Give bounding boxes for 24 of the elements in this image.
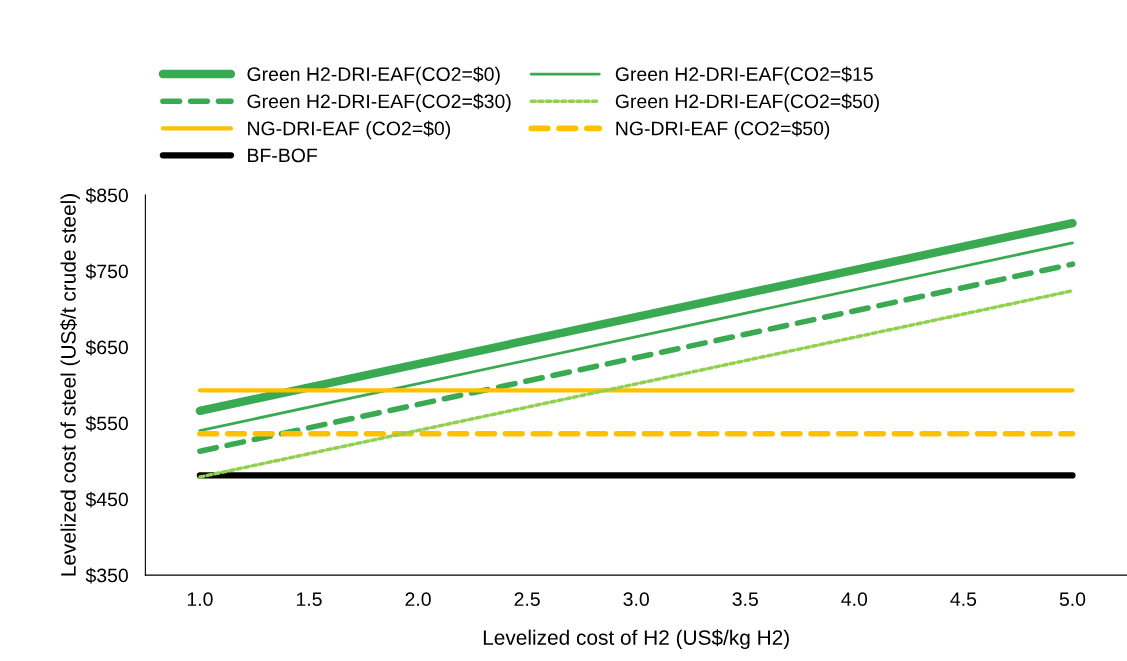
- legend-label: Green H2-DRI-EAF(CO2=$0): [247, 66, 500, 85]
- x-tick-label: 2.0: [405, 592, 431, 607]
- x-tick-label: 1.0: [187, 592, 213, 607]
- y-tick-label: $850: [85, 187, 128, 204]
- x-tick-label: 2.5: [514, 592, 540, 607]
- legend-label: Green H2-DRI-EAF(CO2=$30): [247, 93, 511, 113]
- legend-label: NG-DRI-EAF (CO2=$50): [616, 120, 830, 140]
- y-tick-label: $750: [85, 263, 128, 280]
- y-tick-label: $350: [85, 567, 128, 584]
- legend-label: Green H2-DRI-EAF(CO2=$50): [615, 93, 879, 113]
- y-tick-label: $450: [85, 491, 128, 508]
- legend-label: NG-DRI-EAF (CO2=$0): [248, 120, 451, 140]
- x-tick-label: 1.5: [296, 592, 322, 607]
- y-tick-label: $650: [85, 339, 128, 356]
- x-tick-label: 3.5: [732, 592, 758, 607]
- x-axis-title: Levelized cost of H2 (US$/kg H2): [483, 629, 789, 650]
- x-tick-label: 4.5: [950, 592, 977, 607]
- x-tick-label: 3.0: [623, 592, 649, 607]
- legend-label: BF-BOF: [248, 148, 318, 163]
- x-tick-label: 5.0: [1059, 592, 1086, 607]
- x-tick-label: 4.0: [841, 592, 868, 607]
- y-tick-label: $550: [85, 415, 128, 432]
- y-axis-title: Levelized cost of steel (US$/t crude steel): [60, 194, 80, 576]
- legend-label: Green H2-DRI-EAF(CO2=$15: [615, 66, 873, 85]
